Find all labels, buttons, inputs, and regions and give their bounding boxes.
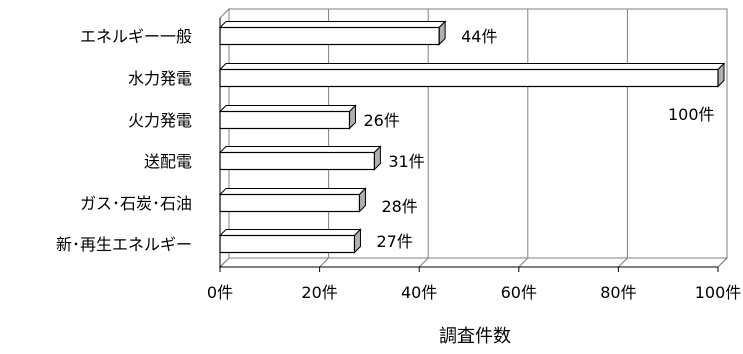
bar-top-face — [218, 21, 447, 28]
back-wall — [228, 8, 728, 259]
bar-front-face — [219, 68, 719, 88]
x-tick-label: 20件 — [301, 283, 337, 302]
data-label: 28件 — [381, 197, 417, 216]
floor — [218, 257, 729, 268]
bar-top-face — [218, 105, 357, 112]
bar-front-face — [219, 193, 361, 213]
bar — [218, 20, 447, 46]
x-tick-label: 40件 — [401, 283, 437, 302]
floor-gridline — [518, 257, 529, 268]
category-label: ガス･石炭･石油 — [80, 194, 192, 213]
x-tick-label: 100件 — [695, 283, 742, 302]
floor-gridline — [618, 257, 628, 268]
data-label: 26件 — [363, 111, 399, 130]
bars — [218, 20, 726, 254]
category-label: 水力発電 — [128, 69, 192, 88]
floor-gridline — [319, 257, 329, 268]
gridlines — [219, 9, 728, 272]
data-labels: 44件 100件 26件 31件 28件 27件 — [363, 27, 714, 251]
left-wall — [219, 7, 230, 269]
category-label: 送配電 — [144, 152, 192, 171]
bar-top-face — [218, 188, 367, 195]
floor-gridline — [219, 257, 230, 268]
bar — [218, 62, 726, 88]
category-label: 新･再生エネルギー — [56, 235, 192, 254]
bar-front-face — [219, 110, 351, 130]
category-label: エネルギー一般 — [80, 27, 192, 46]
data-label: 44件 — [461, 27, 497, 46]
x-axis-title: 調査件数 — [439, 326, 511, 347]
bar-front-face — [219, 234, 356, 254]
data-label: 31件 — [388, 152, 424, 171]
floor-gridline — [418, 257, 429, 268]
x-tick-label: 0件 — [207, 283, 233, 302]
bar — [218, 228, 362, 254]
bar-top-face — [218, 63, 726, 70]
x-tick-label: 60件 — [501, 283, 537, 302]
floor-gridline — [717, 257, 728, 268]
bar — [218, 187, 367, 213]
bar-top-face — [218, 229, 362, 236]
bar-top-face — [218, 146, 382, 153]
x-tick-label: 80件 — [600, 283, 636, 302]
data-label: 27件 — [376, 232, 412, 251]
data-label: 100件 — [668, 105, 715, 124]
bar-front-face — [219, 26, 440, 46]
x-tick-labels: 0件 20件 40件 60件 80件 100件 — [207, 283, 741, 302]
bar — [218, 104, 357, 130]
bar — [218, 145, 382, 171]
bar-front-face — [219, 151, 375, 171]
category-label: 火力発電 — [128, 111, 192, 130]
chart-walls — [218, 7, 729, 269]
